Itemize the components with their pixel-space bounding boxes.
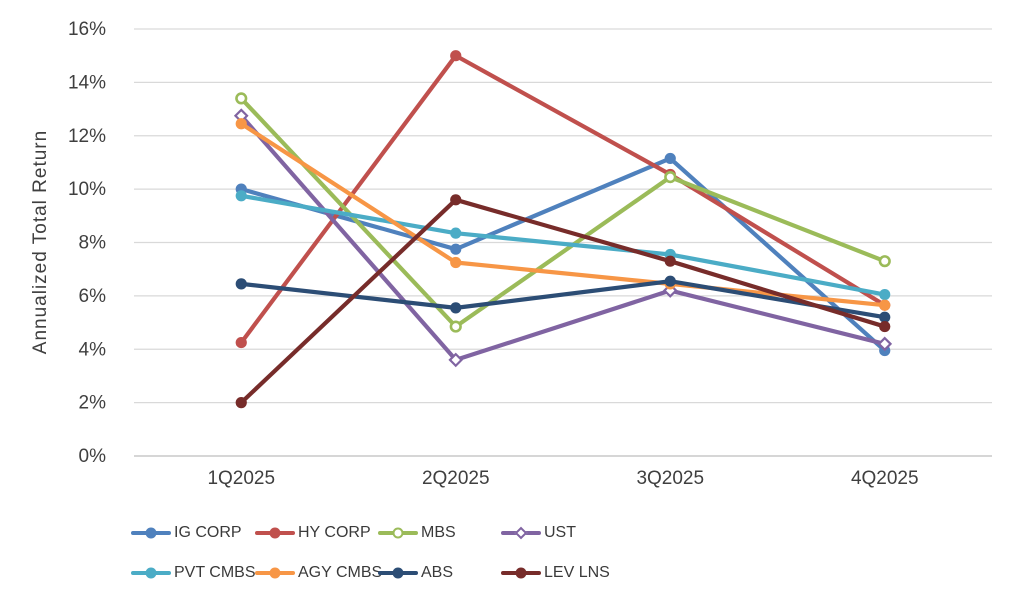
chart-legend: IG CORP HY CORP MBS UST PVT CMBS AGY CMB… — [131, 522, 1024, 584]
svg-text:2%: 2% — [79, 393, 107, 414]
legend-label: LEV LNS — [544, 564, 610, 581]
legend-label: AGY CMBS — [298, 564, 383, 581]
legend-line-icon — [378, 527, 418, 539]
circle-marker-icon — [269, 527, 281, 539]
legend-label: MBS — [421, 524, 456, 541]
legend-item-ust: UST — [501, 522, 1024, 544]
legend-line-icon — [131, 527, 171, 539]
svg-text:Annualized Total Return: Annualized Total Return — [30, 130, 51, 354]
circle-marker-icon — [145, 527, 157, 539]
svg-text:12%: 12% — [68, 126, 106, 147]
open-diamond-marker-icon — [514, 526, 528, 540]
circle-marker-icon — [392, 567, 404, 579]
open-circle-marker-icon — [392, 527, 404, 539]
svg-text:1Q2025: 1Q2025 — [207, 468, 275, 489]
svg-text:4Q2025: 4Q2025 — [851, 468, 919, 489]
line-chart: 0% 2% 4% 6% 8% 10% 12% 14% 16% Annualized Total R… — [30, 19, 992, 489]
legend-line-icon — [255, 567, 295, 579]
legend-label: PVT CMBS — [174, 564, 256, 581]
legend-label: IG CORP — [174, 524, 242, 541]
svg-text:4%: 4% — [79, 339, 107, 360]
legend-item-agy-cmbs: AGY CMBS — [255, 562, 382, 584]
legend-line-icon — [131, 567, 171, 579]
circle-marker-icon — [515, 567, 527, 579]
circle-marker-icon — [269, 567, 281, 579]
svg-text:8%: 8% — [79, 233, 107, 254]
legend-label: UST — [544, 524, 576, 541]
legend-item-lev-lns: LEV LNS — [501, 562, 1024, 584]
svg-text:3Q2025: 3Q2025 — [636, 468, 704, 489]
svg-text:2Q2025: 2Q2025 — [422, 468, 490, 489]
svg-text:10%: 10% — [68, 179, 106, 200]
svg-text:6%: 6% — [79, 286, 107, 307]
circle-marker-icon — [145, 567, 157, 579]
legend-item-mbs: MBS — [378, 522, 501, 544]
legend-item-abs: ABS — [378, 562, 501, 584]
svg-text:14%: 14% — [68, 72, 106, 93]
legend-label: HY CORP — [298, 524, 371, 541]
legend-item-pvt-cmbs: PVT CMBS — [131, 562, 256, 584]
legend-item-ig-corp: IG CORP — [131, 522, 255, 544]
legend-item-hy-corp: HY CORP — [255, 522, 378, 544]
legend-line-icon — [501, 526, 541, 540]
legend-line-icon — [255, 527, 295, 539]
legend-line-icon — [501, 567, 541, 579]
legend-label: ABS — [421, 564, 454, 581]
legend-line-icon — [378, 567, 418, 579]
svg-text:16%: 16% — [68, 19, 106, 40]
svg-text:0%: 0% — [79, 446, 107, 467]
